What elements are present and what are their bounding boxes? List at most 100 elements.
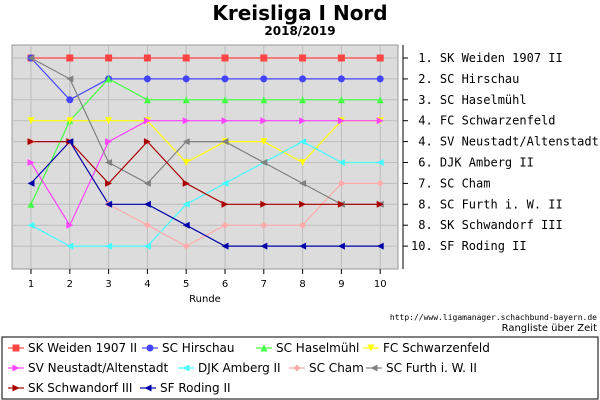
data-point	[299, 159, 307, 166]
data-point	[376, 200, 384, 208]
data-point	[221, 179, 229, 187]
legend-label: SC Furth i. W. II	[386, 361, 477, 375]
data-point	[27, 221, 35, 229]
data-point	[337, 242, 345, 250]
data-point	[260, 75, 268, 83]
legend-swatch-marker	[144, 384, 152, 392]
series-line	[31, 140, 381, 205]
legend-label: DJK Amberg II	[198, 361, 281, 375]
legend-item: SC Cham	[289, 361, 364, 375]
legend-label: SV Neustadt/Altenstadt	[28, 361, 168, 375]
data-point	[143, 54, 151, 62]
data-point	[66, 138, 74, 146]
rank-label: 1. SK Weiden 1907 II	[411, 51, 563, 65]
data-point	[143, 75, 151, 83]
data-point	[66, 96, 74, 104]
legend-item: DJK Amberg II	[178, 361, 281, 375]
legend-label: SC Hirschau	[162, 341, 235, 355]
data-point	[27, 138, 35, 146]
x-tick-label: 6	[222, 279, 228, 290]
data-point	[66, 117, 74, 125]
data-point	[299, 221, 307, 229]
legend-item: SC Haselmühl	[256, 341, 359, 355]
data-point	[337, 179, 345, 187]
data-point	[376, 54, 384, 62]
data-point	[27, 159, 35, 166]
chart-title: Kreisliga I Nord	[212, 1, 387, 25]
legend-label: SK Weiden 1907 II	[28, 341, 137, 355]
x-tick-label: 9	[338, 279, 344, 290]
legend-label: SF Roding II	[160, 381, 231, 395]
chart-subtitle: 2018/2019	[264, 24, 335, 38]
data-point	[143, 200, 151, 208]
data-point	[376, 75, 384, 83]
data-point	[182, 117, 190, 125]
data-point	[182, 75, 190, 83]
legend-label: FC Schwarzenfeld	[383, 341, 490, 355]
data-point	[376, 242, 384, 250]
rank-label: 8. SC Furth i. W. II	[411, 197, 563, 211]
data-point	[221, 200, 229, 208]
data-point	[299, 117, 307, 125]
data-point	[376, 117, 384, 125]
legend-label: SC Haselmühl	[276, 341, 359, 355]
data-point	[143, 179, 151, 187]
data-point	[66, 221, 74, 229]
data-point	[143, 242, 151, 250]
footer-caption: Rangliste über Zeit	[502, 323, 597, 334]
legend-swatch-marker	[367, 344, 375, 352]
legend-label: SK Schwandorf III	[28, 381, 132, 395]
x-tick-label: 1	[28, 279, 34, 290]
data-point	[182, 242, 190, 250]
data-point	[260, 200, 268, 208]
rank-label: 4. SV Neustadt/Altenstadt	[411, 135, 599, 149]
legend-swatch-marker	[293, 364, 301, 372]
x-axis-label: Runde	[189, 294, 221, 305]
data-point	[143, 96, 151, 104]
data-point	[299, 200, 307, 208]
data-point	[221, 75, 229, 83]
legend-swatch-marker	[12, 384, 20, 392]
legend-item: SF Roding II	[140, 381, 231, 395]
data-point	[299, 96, 307, 104]
legend-swatch-marker	[12, 344, 20, 352]
legend: SK Weiden 1907 II SC Hirschau SC Haselmühl…	[8, 341, 490, 395]
data-point	[27, 200, 35, 208]
series-line	[30, 78, 381, 205]
data-point	[105, 75, 113, 83]
x-tick-label: 7	[261, 279, 267, 290]
data-point	[143, 138, 151, 146]
series-line	[30, 57, 381, 205]
data-point	[221, 117, 229, 125]
data-point	[66, 242, 74, 250]
data-point	[143, 117, 151, 125]
x-tick-label: 2	[67, 279, 73, 290]
data-point	[337, 117, 345, 125]
data-point	[105, 200, 113, 208]
legend-swatch-marker	[260, 344, 268, 352]
data-point	[221, 242, 229, 250]
legend-item: SV Neustadt/Altenstadt	[8, 361, 168, 375]
x-tick-label: 4	[144, 279, 150, 290]
data-point	[260, 138, 268, 146]
data-point	[376, 159, 384, 166]
data-point	[260, 159, 268, 166]
data-point	[376, 179, 384, 187]
data-point	[260, 54, 268, 62]
legend-item: SC Furth i. W. II	[366, 361, 477, 375]
data-point	[337, 54, 345, 62]
rank-label: 4. FC Schwarzenfeld	[411, 114, 556, 128]
series-lines	[30, 57, 381, 247]
data-point	[66, 75, 74, 83]
data-point	[182, 96, 190, 104]
rank-label: 8. SK Schwandorf III	[411, 218, 563, 232]
x-tick-label: 10	[374, 279, 387, 290]
data-point	[182, 221, 190, 229]
data-point	[105, 138, 113, 146]
data-point	[337, 96, 345, 104]
data-point	[221, 96, 229, 104]
data-point	[376, 96, 384, 104]
rank-labels: 1. SK Weiden 1907 II 2. SC Hirschau 3. S…	[403, 51, 599, 253]
data-point	[105, 117, 113, 125]
